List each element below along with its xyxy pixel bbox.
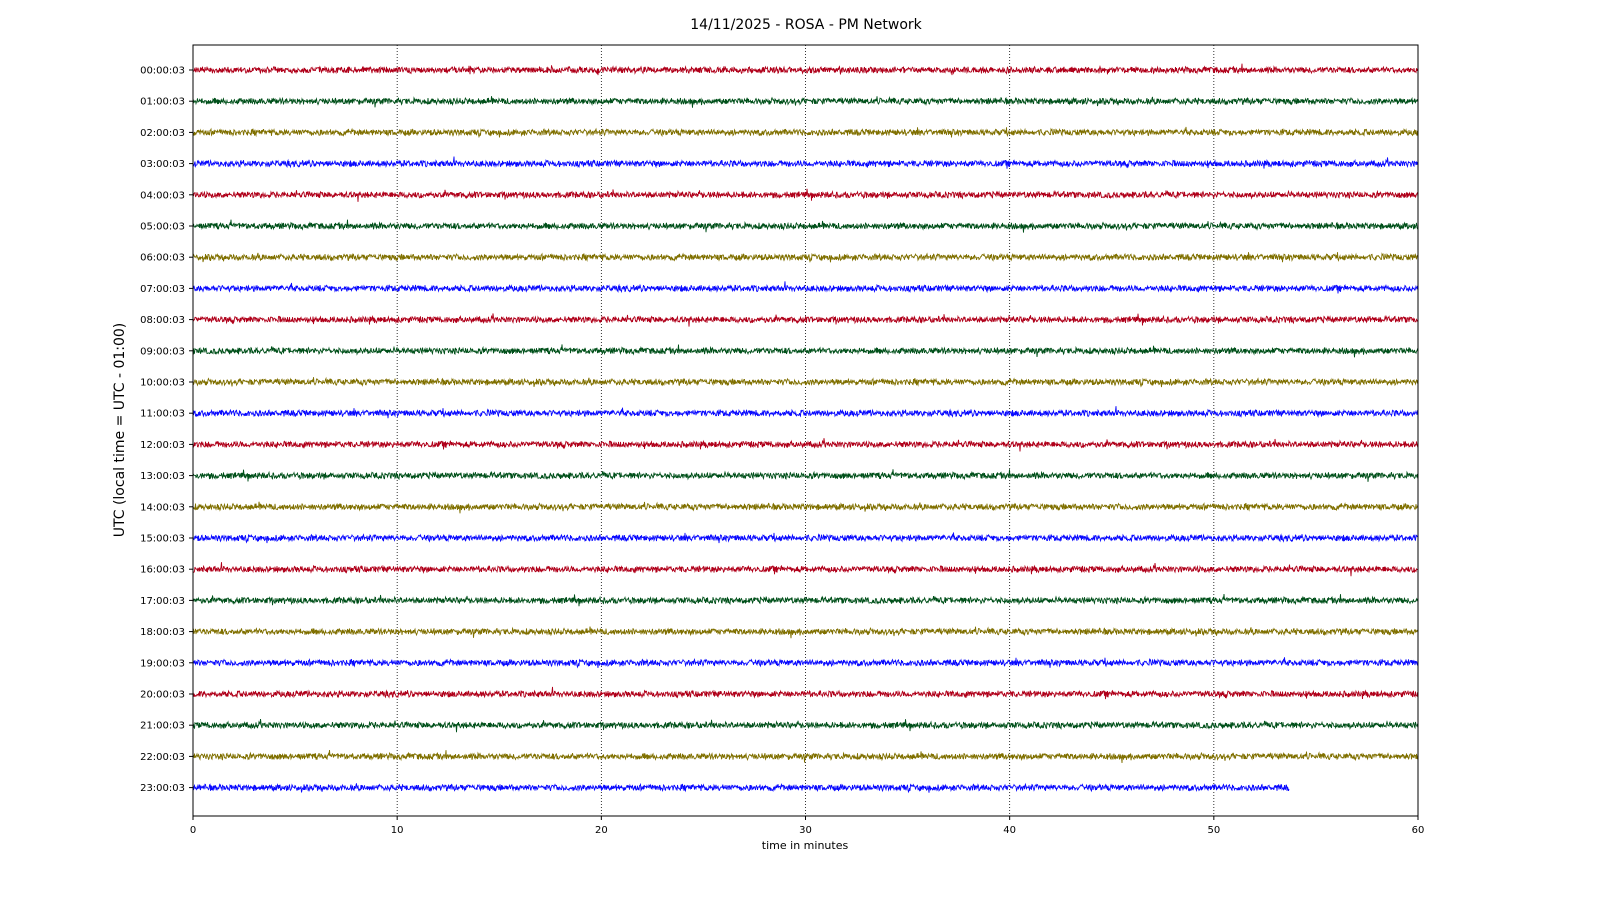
trace-010003	[192, 95, 1419, 108]
x-tick-label: 60	[1412, 825, 1425, 836]
trace-040003	[192, 188, 1419, 202]
trace-150003	[192, 532, 1419, 544]
y-tick-label: 07:00:03	[140, 284, 185, 295]
y-tick-label: 16:00:03	[140, 565, 185, 576]
trace-110003	[192, 406, 1419, 419]
y-tick-label: 14:00:03	[140, 502, 185, 513]
y-tick-label: 09:00:03	[140, 346, 185, 357]
y-tick-label: 08:00:03	[140, 315, 185, 326]
y-axis-label: UTC (local time = UTC - 01:00)	[112, 323, 128, 538]
y-tick-label: 19:00:03	[140, 658, 185, 669]
y-tick-label: 13:00:03	[140, 471, 185, 482]
x-tick-label: 40	[1003, 825, 1016, 836]
trace-230003	[192, 782, 1290, 794]
y-tick-label: 11:00:03	[140, 409, 185, 420]
x-tick-label: 0	[190, 825, 196, 836]
trace-070003	[192, 281, 1419, 294]
y-tick-label: 10:00:03	[140, 378, 185, 389]
y-tick-label: 21:00:03	[140, 721, 185, 732]
trace-100003	[192, 376, 1419, 388]
chart-title: 14/11/2025 - ROSA - PM Network	[690, 17, 922, 33]
trace-180003	[192, 626, 1419, 639]
y-tick-label: 00:00:03	[140, 66, 185, 77]
grid-lines	[396, 45, 1215, 816]
y-tick-label: 15:00:03	[140, 534, 185, 545]
x-tick-group: 0 10 20 30 40 50 60	[190, 816, 1425, 836]
y-tick-label: 18:00:03	[140, 627, 185, 638]
trace-000003	[192, 63, 1419, 76]
x-tick-label: 10	[391, 825, 404, 836]
y-tick-label: 01:00:03	[140, 97, 185, 108]
y-tick-label: 04:00:03	[140, 190, 185, 201]
trace-080003	[192, 313, 1419, 327]
x-axis-label: time in minutes	[762, 839, 849, 852]
trace-120003	[192, 438, 1419, 452]
y-tick-label: 05:00:03	[140, 222, 185, 233]
trace-060003	[192, 252, 1419, 263]
trace-050003	[192, 219, 1419, 233]
y-tick-label: 17:00:03	[140, 596, 185, 607]
trace-020003	[192, 126, 1419, 139]
y-tick-label: 20:00:03	[140, 690, 185, 701]
x-tick-label: 30	[799, 825, 812, 836]
trace-210003	[192, 718, 1419, 733]
trace-160003	[192, 562, 1419, 577]
y-tick-label: 03:00:03	[140, 159, 185, 170]
trace-220003	[192, 749, 1419, 764]
x-tick-label: 20	[595, 825, 608, 836]
trace-030003	[192, 156, 1419, 169]
trace-group	[192, 63, 1419, 794]
trace-140003	[192, 501, 1419, 514]
y-tick-label: 06:00:03	[140, 253, 185, 264]
trace-130003	[192, 469, 1419, 482]
trace-190003	[192, 657, 1419, 669]
y-tick-label: 12:00:03	[140, 440, 185, 451]
trace-170003	[192, 593, 1419, 607]
trace-090003	[192, 344, 1419, 358]
trace-200003	[192, 686, 1419, 700]
y-tick-group: 00:00:03 01:00:03 02:00:03 03:00:03 04:00:03…	[140, 66, 193, 794]
y-tick-label: 22:00:03	[140, 752, 185, 763]
y-tick-label: 23:00:03	[140, 783, 185, 794]
y-tick-label: 02:00:03	[140, 128, 185, 139]
x-tick-label: 50	[1207, 825, 1220, 836]
